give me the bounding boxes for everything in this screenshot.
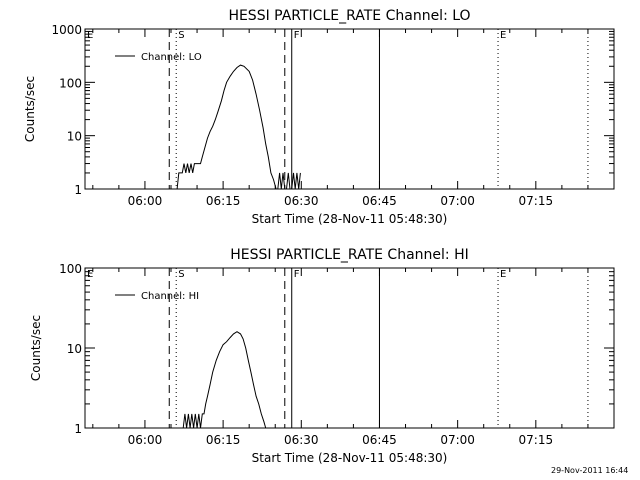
plot-frame (84, 28, 615, 190)
y-axis-label: Counts/sec (29, 315, 43, 381)
event-marker-label: E (500, 30, 506, 41)
event-marker-label: S (178, 30, 184, 41)
x-tick-label: 06:00 (128, 433, 163, 447)
y-tick-label: 100 (59, 76, 82, 90)
x-tick-label: 07:15 (519, 194, 554, 208)
event-marker-label: E (87, 269, 93, 280)
x-tick-label: 07:00 (440, 194, 475, 208)
y-axis-label: Counts/sec (23, 76, 37, 142)
event-marker-label: F (294, 269, 300, 280)
y-tick-label: 10 (67, 342, 82, 356)
plot-frame (84, 267, 615, 429)
legend-label: Channel: LO (141, 52, 202, 63)
chart-title: HESSI PARTICLE_RATE Channel: LO (228, 8, 470, 24)
x-tick-label: 07:00 (440, 433, 475, 447)
event-marker-label: E (87, 30, 93, 41)
hi-channel-panel: HESSI PARTICLE_RATE Channel: HI Start Tim… (29, 247, 615, 465)
chart-title: HESSI PARTICLE_RATE Channel: HI (230, 247, 468, 263)
lo-channel-panel: HESSI PARTICLE_RATE Channel: LO Start Tim… (23, 8, 615, 226)
event-marker-label: E (500, 269, 506, 280)
y-tick-label: 1000 (51, 23, 82, 37)
legend-label: Channel: HI (141, 291, 199, 302)
x-tick-label: 07:15 (519, 433, 554, 447)
event-marker-label: S (178, 269, 184, 280)
y-tick-label: 1 (74, 422, 82, 436)
y-tick-label: 1 (74, 183, 82, 197)
x-tick-label: 06:45 (362, 194, 397, 208)
event-marker-label: F (294, 30, 300, 41)
x-tick-label: 06:30 (284, 194, 319, 208)
x-tick-label: 06:15 (206, 433, 241, 447)
x-tick-label: 06:15 (206, 194, 241, 208)
plot-timestamp: 29-Nov-2011 16:44 (551, 466, 628, 475)
y-tick-label: 10 (67, 130, 82, 144)
x-tick-label: 06:00 (128, 194, 163, 208)
x-axis-label: Start Time (28-Nov-11 05:48:30) (252, 212, 448, 226)
y-tick-label: 100 (59, 262, 82, 276)
series-line (182, 331, 267, 429)
x-axis-label: Start Time (28-Nov-11 05:48:30) (252, 451, 448, 465)
x-tick-label: 06:45 (362, 433, 397, 447)
x-tick-label: 06:30 (284, 433, 319, 447)
